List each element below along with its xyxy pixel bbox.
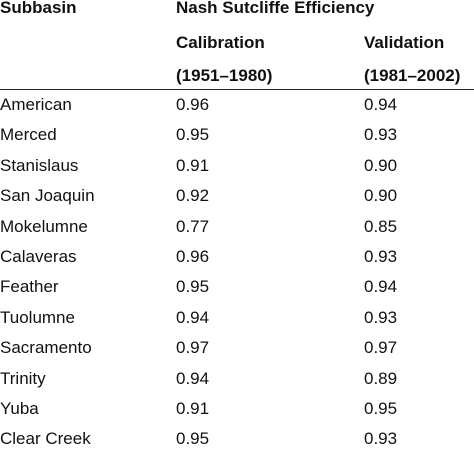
row-validation-value: 0.85 [364,217,398,236]
row-validation-value: 0.93 [364,308,398,327]
header-calibration-period: (1951–1980) [176,66,273,85]
header-nash-sutcliffe-efficiency: Nash Sutcliffe Efficiency [176,0,375,17]
row-calibration-value: 0.92 [176,186,210,205]
row-calibration-value: 0.77 [176,217,210,236]
row-subbasin-name: Yuba [0,399,39,418]
row-subbasin-name: San Joaquin [0,186,95,205]
header-calibration: Calibration [176,33,265,52]
row-calibration-value: 0.94 [176,308,210,327]
row-validation-value: 0.89 [364,369,398,388]
row-subbasin-name: American [0,95,72,114]
row-calibration-value: 0.95 [176,429,210,448]
row-subbasin-name: Stanislaus [0,156,79,175]
row-calibration-value: 0.94 [176,369,210,388]
row-validation-value: 0.90 [364,186,398,205]
row-validation-value: 0.93 [364,429,398,448]
row-calibration-value: 0.96 [176,95,210,114]
row-validation-value: 0.94 [364,95,398,114]
row-subbasin-name: Tuolumne [0,308,75,327]
header-rule [0,89,474,90]
row-calibration-value: 0.97 [176,338,210,357]
row-calibration-value: 0.95 [176,277,210,296]
header-subbasin: Subbasin [0,0,77,17]
row-validation-value: 0.93 [364,247,398,266]
row-subbasin-name: Clear Creek [0,429,91,448]
row-validation-value: 0.97 [364,338,398,357]
row-calibration-value: 0.91 [176,156,210,175]
row-subbasin-name: Feather [0,277,59,296]
row-subbasin-name: Trinity [0,369,46,388]
row-validation-value: 0.95 [364,399,398,418]
row-calibration-value: 0.95 [176,125,210,144]
row-calibration-value: 0.91 [176,399,210,418]
header-validation: Validation [364,33,445,52]
row-subbasin-name: Sacramento [0,338,92,357]
row-subbasin-name: Merced [0,125,57,144]
row-validation-value: 0.94 [364,277,398,296]
row-validation-value: 0.90 [364,156,398,175]
row-subbasin-name: Mokelumne [0,217,88,236]
row-subbasin-name: Calaveras [0,247,77,266]
header-validation-period: (1981–2002) [364,66,461,85]
row-calibration-value: 0.96 [176,247,210,266]
row-validation-value: 0.93 [364,125,398,144]
